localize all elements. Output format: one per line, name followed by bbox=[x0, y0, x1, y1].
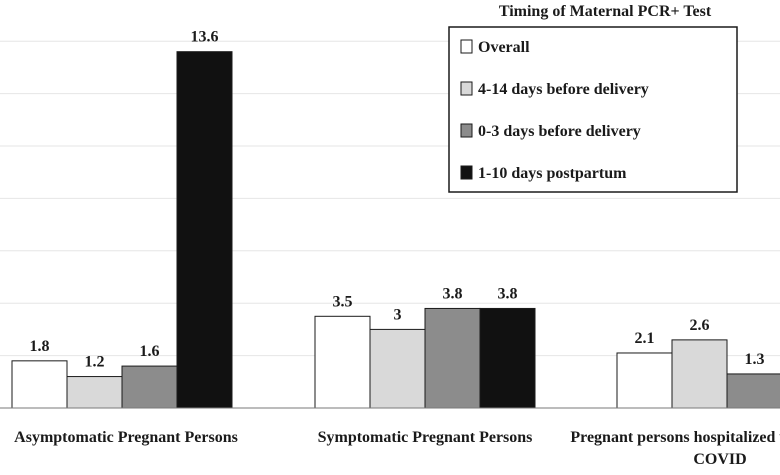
data-label: 3.8 bbox=[443, 285, 463, 302]
data-label: 1.8 bbox=[30, 338, 50, 355]
legend-item-label: 0-3 days before delivery bbox=[478, 123, 641, 140]
legend-items: Overall 4-14 days before delivery 0-3 days… bbox=[460, 39, 649, 182]
data-label: 1.2 bbox=[85, 354, 105, 371]
data-label: 13.6 bbox=[191, 29, 219, 46]
legend-swatch bbox=[460, 81, 473, 96]
legend-swatch bbox=[460, 39, 473, 54]
data-label: 2.1 bbox=[635, 330, 655, 347]
legend-item-label: 4-14 days before delivery bbox=[478, 81, 649, 98]
bar bbox=[479, 307, 536, 409]
bar bbox=[314, 315, 371, 409]
data-label: 3 bbox=[394, 306, 402, 323]
bar bbox=[66, 376, 123, 409]
data-label: 3.5 bbox=[333, 293, 353, 310]
bars bbox=[11, 51, 780, 409]
category-label: Symptomatic Pregnant Persons bbox=[318, 429, 533, 446]
bar bbox=[369, 328, 426, 409]
bar bbox=[616, 352, 673, 409]
bar bbox=[176, 51, 233, 409]
legend: Timing of Maternal PCR+ Test Overall 4-14… bbox=[448, 3, 738, 193]
bar bbox=[11, 360, 68, 409]
data-label: 1.3 bbox=[745, 351, 765, 368]
bar bbox=[726, 373, 780, 409]
bar bbox=[424, 307, 481, 409]
category-label: Asymptomatic Pregnant Persons bbox=[14, 429, 238, 446]
data-label: 3.8 bbox=[498, 285, 518, 302]
legend-item-label: Overall bbox=[478, 39, 530, 56]
category-label: COVID bbox=[693, 451, 746, 468]
legend-swatch bbox=[460, 165, 473, 180]
data-label: 2.6 bbox=[690, 317, 710, 334]
legend-box bbox=[448, 26, 738, 193]
bar bbox=[121, 365, 178, 409]
category-label: Pregnant persons hospitalized with bbox=[570, 429, 780, 446]
legend-title: Timing of Maternal PCR+ Test bbox=[499, 3, 712, 20]
data-labels: 1.8 1.2 1.6 13.6 3.5 3 3.8 3.8 2.1 2.6 1.3 bbox=[30, 29, 765, 371]
category-labels: Asymptomatic Pregnant Persons Symptomatic… bbox=[14, 429, 780, 468]
legend-swatch bbox=[460, 123, 473, 138]
gridlines bbox=[0, 40, 780, 357]
data-label: 1.6 bbox=[140, 343, 160, 360]
legend-item-label: 1-10 days postpartum bbox=[478, 165, 627, 182]
bar bbox=[671, 339, 728, 409]
